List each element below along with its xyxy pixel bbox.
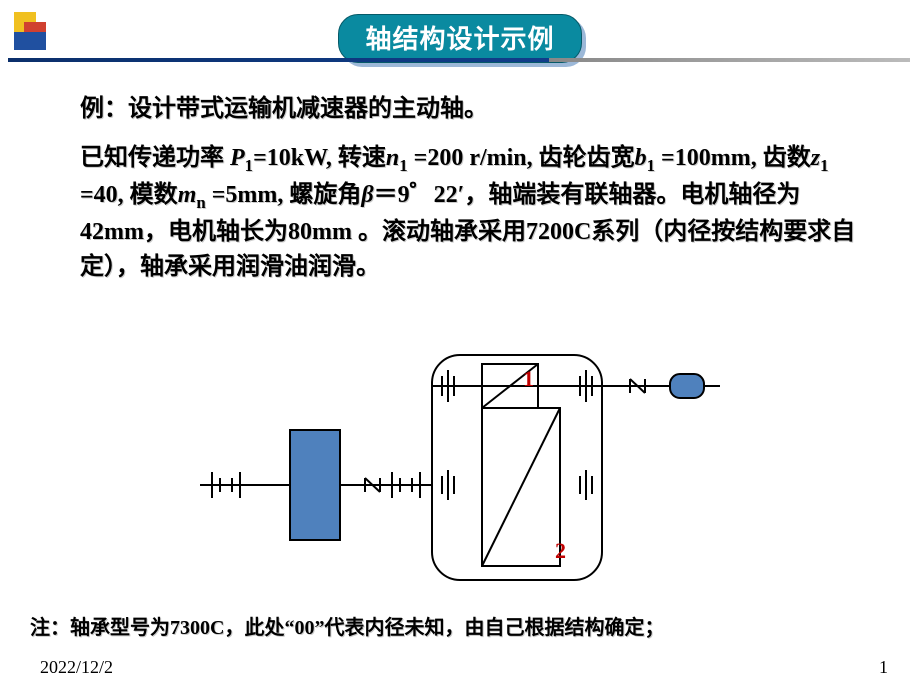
paragraph-1: 例：设计带式运输机减速器的主动轴。 (80, 92, 860, 127)
diagram-label-2: 2 (555, 538, 566, 564)
diagram-label-1: 1 (523, 366, 534, 392)
paragraph-2: 已知传递功率 P1=10kW, 转速n1 =200 r/min, 齿轮齿宽b1 … (80, 141, 860, 285)
title-underline (8, 58, 910, 62)
footnote: 注：轴承型号为7300C，此处“00”代表内径未知，由自己根据结构确定； (30, 611, 664, 640)
body-text: 例：设计带式运输机减速器的主动轴。 已知传递功率 P1=10kW, 转速n1 =… (80, 92, 860, 299)
shaft-diagram (200, 350, 720, 590)
page-number: 1 (879, 657, 888, 678)
slide-date: 2022/12/2 (40, 657, 113, 678)
slide-title: 轴结构设计示例 (338, 14, 581, 63)
